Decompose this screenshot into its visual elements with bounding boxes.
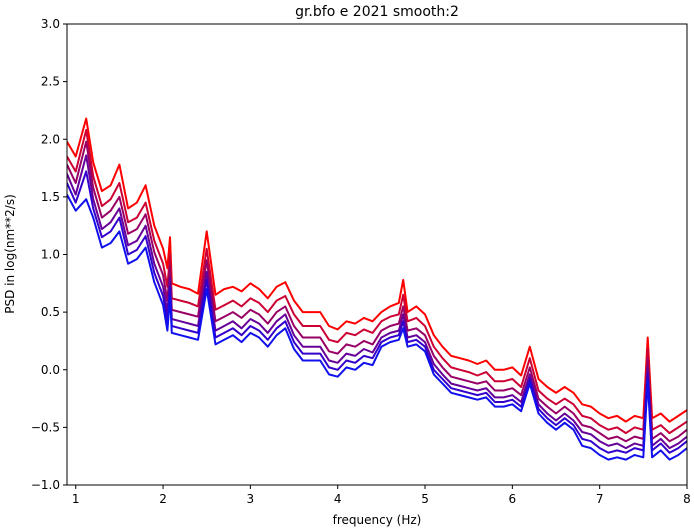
- y-tick-label: 1.5: [41, 190, 60, 204]
- y-tick-label: 2.0: [41, 132, 60, 146]
- x-axis: 1 2 3 4 5 6 7 8: [72, 485, 691, 506]
- series-line-1: [67, 117, 687, 423]
- x-tick-label: 7: [596, 492, 604, 506]
- x-tick-label: 2: [159, 492, 167, 506]
- x-tick-label: 4: [334, 492, 342, 506]
- series-layer: [67, 117, 687, 461]
- y-tick-label: −0.5: [31, 420, 60, 434]
- x-tick-label: 8: [683, 492, 691, 506]
- series-line-6: [67, 194, 687, 461]
- y-axis-label: PSD in log(nm**2/s): [3, 194, 17, 314]
- y-tick-label: 0.5: [41, 305, 60, 319]
- y-tick-label: 1.0: [41, 248, 60, 262]
- y-tick-label: −1.0: [31, 478, 60, 492]
- x-tick-label: 6: [509, 492, 517, 506]
- y-tick-label: 3.0: [41, 17, 60, 31]
- x-tick-label: 1: [72, 492, 80, 506]
- y-tick-label: 2.5: [41, 75, 60, 89]
- x-tick-label: 3: [247, 492, 255, 506]
- chart-title: gr.bfo e 2021 smooth:2: [295, 4, 459, 20]
- y-tick-label: 0.0: [41, 363, 60, 377]
- x-tick-label: 5: [421, 492, 429, 506]
- x-axis-label: frequency (Hz): [333, 513, 422, 527]
- y-axis: −1.0 −0.5 0.0 0.5 1.0 1.5 2.0 2.5 3.0: [31, 17, 67, 492]
